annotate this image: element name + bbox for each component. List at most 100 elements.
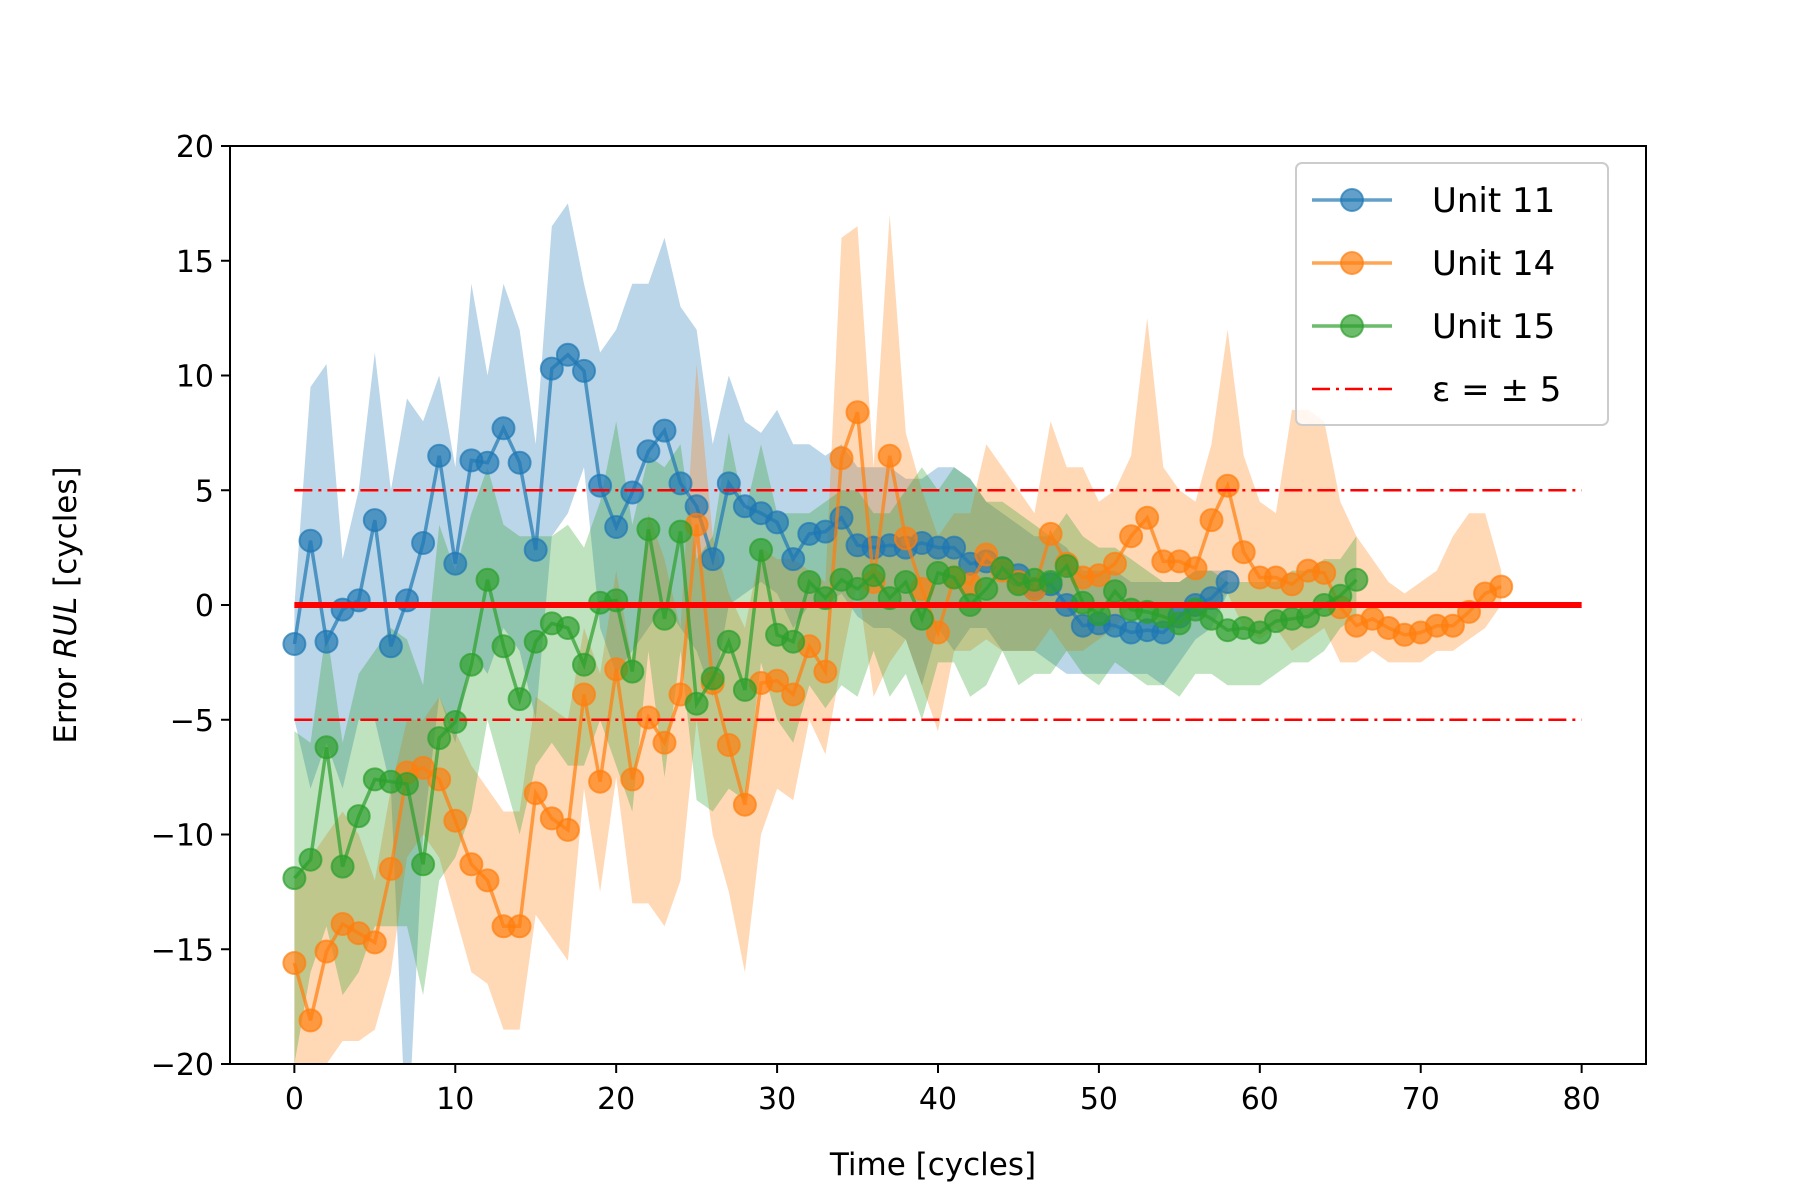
point-unit-15	[893, 570, 918, 594]
point-unit-11	[539, 356, 564, 381]
point-unit-15	[427, 726, 452, 751]
point-unit-15	[668, 519, 693, 544]
point-unit-14	[813, 659, 838, 684]
legend-box	[1295, 162, 1609, 426]
y-tick-label: 0	[195, 589, 214, 624]
point-unit-15	[974, 576, 999, 601]
point-unit-15	[604, 588, 629, 613]
point-unit-11	[604, 515, 629, 539]
point-unit-14	[507, 914, 532, 939]
y-tick-label: −20	[151, 1048, 214, 1083]
legend-marker	[1340, 251, 1364, 275]
point-unit-15	[555, 616, 580, 640]
point-unit-14	[378, 856, 403, 881]
point-unit-14	[555, 817, 580, 842]
point-unit-11	[781, 547, 806, 572]
point-unit-15	[861, 563, 886, 588]
point-unit-11	[314, 629, 339, 654]
point-unit-15	[684, 691, 709, 716]
point-unit-11	[443, 551, 468, 576]
x-tick-label: 30	[758, 1082, 796, 1117]
axes: 0 10 20 30 40 50 60 70 80 −20 −15 −10 −5 0 5 10 15 20	[151, 130, 1601, 1117]
point-unit-15	[909, 606, 934, 631]
x-tick-label: 0	[285, 1082, 304, 1117]
point-unit-14	[459, 852, 484, 877]
point-unit-15	[282, 866, 307, 891]
point-unit-14	[781, 682, 806, 707]
point-unit-15	[1103, 579, 1127, 604]
point-unit-14	[620, 767, 645, 792]
point-unit-15	[330, 854, 355, 879]
point-unit-15	[716, 629, 741, 654]
point-unit-15	[732, 677, 757, 702]
legend-marker	[1340, 188, 1364, 212]
point-unit-15	[1167, 611, 1192, 636]
point-unit-14	[1199, 508, 1224, 533]
y-axis-title-suffix: [cycles]	[48, 466, 84, 596]
point-unit-14	[1489, 574, 1514, 599]
y-tick-label: 20	[176, 130, 214, 165]
point-unit-15	[1344, 567, 1369, 592]
point-unit-15	[700, 666, 725, 691]
point-unit-14	[362, 930, 387, 955]
reference-lines	[294, 488, 1582, 722]
x-tick-label: 40	[919, 1082, 957, 1117]
point-unit-14	[652, 730, 677, 755]
point-unit-15	[314, 735, 339, 760]
point-unit-11	[555, 342, 580, 367]
point-unit-15	[797, 570, 822, 594]
band-unit-14	[294, 214, 1502, 1064]
legend-label: Unit 14	[1432, 244, 1555, 284]
point-unit-14	[282, 951, 307, 975]
point-unit-14	[523, 781, 548, 806]
point-unit-14	[572, 682, 596, 707]
point-unit-11	[346, 588, 371, 613]
point-unit-15	[942, 565, 967, 590]
legend-item-epsilon: ε = ± 5	[1312, 370, 1561, 410]
point-unit-15	[990, 556, 1015, 581]
y-tick-label: −15	[151, 933, 214, 968]
legend-item-unit-14: Unit 14	[1312, 244, 1555, 284]
point-unit-14	[443, 808, 468, 833]
x-tick-label: 50	[1080, 1082, 1118, 1117]
point-unit-15	[523, 629, 548, 654]
point-unit-15	[636, 517, 661, 542]
point-unit-11	[523, 537, 548, 562]
point-unit-15	[572, 652, 596, 677]
point-unit-14	[893, 526, 918, 551]
point-unit-11	[716, 471, 741, 496]
point-unit-14	[1183, 556, 1208, 581]
band-unit-11	[294, 203, 1228, 1064]
point-unit-14	[1215, 473, 1240, 498]
point-unit-11	[395, 588, 419, 613]
point-unit-14	[716, 733, 741, 757]
point-unit-14	[974, 542, 999, 567]
point-unit-14	[1440, 613, 1465, 638]
point-unit-14	[1312, 560, 1337, 585]
x-tick-label: 10	[436, 1082, 474, 1117]
point-unit-14	[475, 868, 500, 893]
point-unit-11	[362, 508, 387, 533]
point-unit-11	[491, 416, 516, 441]
point-unit-11	[620, 480, 645, 505]
point-unit-15	[652, 606, 677, 631]
legend-label: Unit 11	[1432, 181, 1555, 221]
point-unit-11	[588, 473, 613, 498]
x-tick-label: 60	[1241, 1082, 1279, 1117]
point-unit-15	[507, 687, 532, 712]
point-unit-11	[942, 535, 967, 560]
y-tick-label: −5	[170, 704, 214, 739]
point-unit-11	[507, 450, 532, 475]
legend-marker	[1340, 314, 1364, 338]
point-unit-11	[765, 510, 790, 535]
point-unit-14	[1086, 563, 1111, 588]
x-axis-title: Time [cycles]	[829, 1147, 1036, 1183]
series-unit-15	[282, 517, 1369, 891]
point-unit-14	[1135, 505, 1160, 530]
legend-label: ε = ± 5	[1432, 370, 1561, 410]
point-unit-11	[668, 471, 693, 496]
x-tick-label: 70	[1402, 1082, 1440, 1117]
point-unit-11	[378, 634, 403, 659]
legend-item-unit-15: Unit 15	[1312, 307, 1555, 347]
